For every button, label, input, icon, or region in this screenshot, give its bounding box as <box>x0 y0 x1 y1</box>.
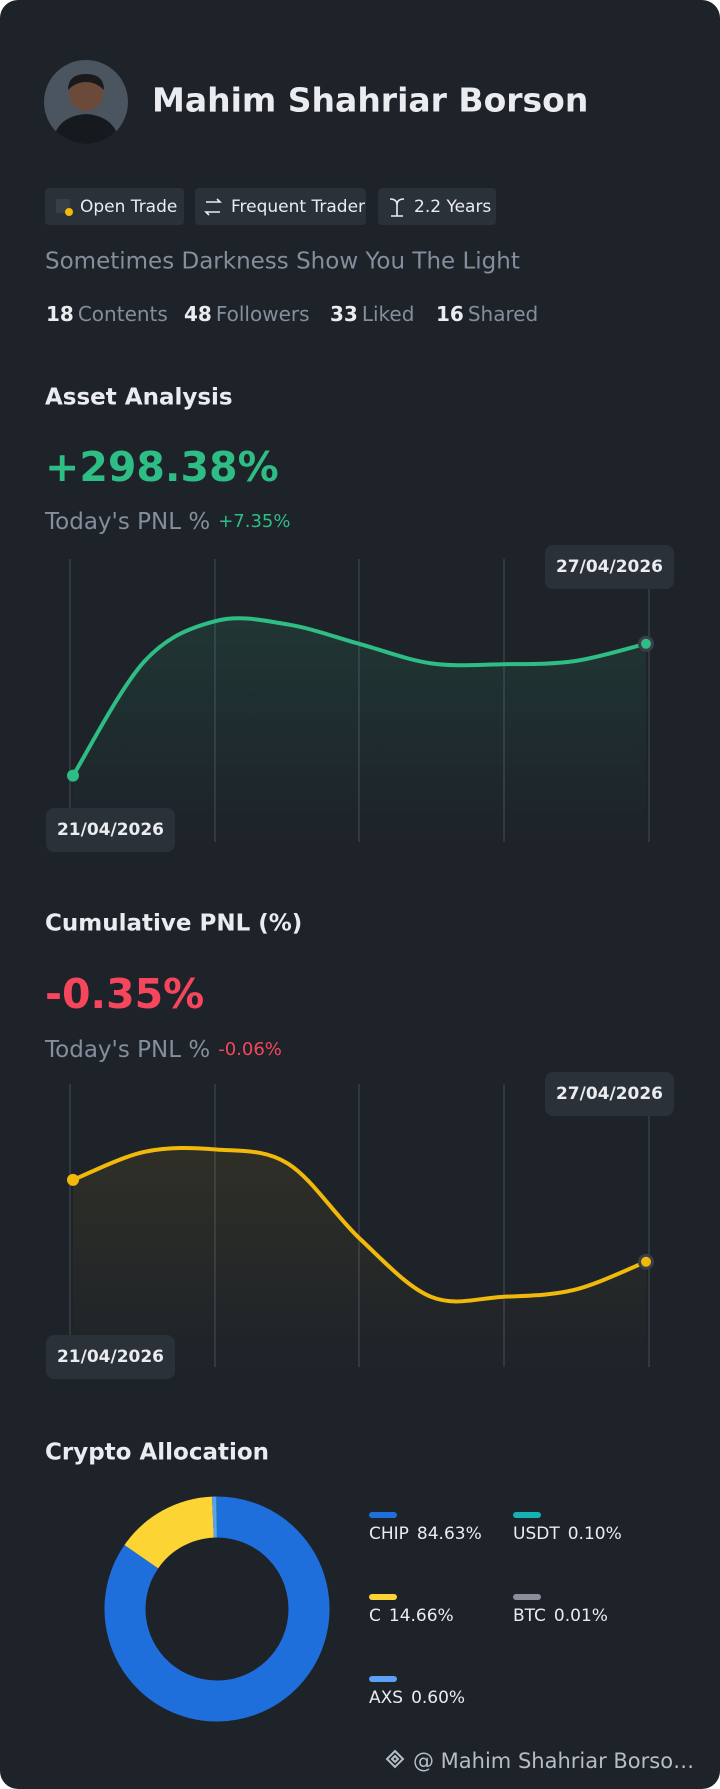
charts: Asset Analysis +298.38% Today's PNL % +7.35… <box>44 385 674 1722</box>
stat: 48 Followers <box>184 302 310 326</box>
stat-value: 16 <box>436 302 464 326</box>
stat-label: Liked <box>362 302 415 326</box>
stat-value: 33 <box>330 302 358 326</box>
start-dot <box>67 1173 79 1186</box>
legend-swatch <box>369 1512 397 1518</box>
stat: 18 Contents <box>46 302 168 326</box>
date-label: 27/04/2026 <box>556 1084 663 1104</box>
section-title: Asset Analysis <box>45 385 233 411</box>
date-label: 27/04/2026 <box>556 557 663 577</box>
badge <box>195 188 366 225</box>
pnl-row: Today's PNL % -0.06% <box>44 1037 282 1063</box>
legend-value: 0.01% <box>554 1606 608 1626</box>
date-tooltip <box>545 1072 674 1116</box>
badge <box>45 188 184 225</box>
date-label: 21/04/2026 <box>57 1347 164 1367</box>
user-name: Mahim Shahriar Borson <box>152 81 588 120</box>
date-tooltip <box>46 808 175 852</box>
stat-value: 18 <box>46 302 74 326</box>
line <box>72 1145 647 1304</box>
legend-swatch <box>513 1594 541 1600</box>
legend-name: AXS <box>369 1688 403 1708</box>
legend-item: AXS 0.60% <box>369 1688 465 1708</box>
date-tooltip <box>545 545 674 589</box>
legend-item: BTC 0.01% <box>513 1606 608 1626</box>
legend-item: USDT 0.10% <box>513 1524 622 1544</box>
avatar <box>44 60 128 144</box>
stat: 16 Shared <box>436 302 538 326</box>
date-label: 21/04/2026 <box>57 820 164 840</box>
stat: 33 Liked <box>330 302 414 326</box>
headline: -0.35% <box>45 970 204 1018</box>
pnl-value: +7.35% <box>218 511 290 532</box>
stats: 18 Contents 48 Followers 33 Liked 16 Shared <box>46 302 538 326</box>
headline: +298.38% <box>45 443 279 491</box>
legend-name: USDT <box>513 1524 560 1544</box>
legend-name: CHIP <box>369 1524 409 1544</box>
start-dot <box>67 769 79 782</box>
legend-swatch <box>369 1594 397 1600</box>
date-tooltip <box>46 1335 175 1379</box>
legend-name: BTC <box>513 1606 546 1626</box>
pnl-label: Today's PNL % <box>44 1037 210 1063</box>
legend-item: C 14.66% <box>369 1606 454 1626</box>
badge-icon <box>204 198 222 216</box>
legend-swatch <box>513 1512 541 1518</box>
legend-value: 14.66% <box>389 1606 454 1626</box>
badge-label: Open Trade <box>80 197 177 217</box>
badge-icon <box>389 198 405 217</box>
footer-handle: @ Mahim Shahriar Borso… <box>413 1749 694 1773</box>
legend-item: CHIP 84.63% <box>369 1524 482 1544</box>
badge <box>378 188 496 225</box>
section-title: Cumulative PNL (%) <box>45 911 302 937</box>
end-dot <box>641 638 651 649</box>
donut-slice <box>104 1496 330 1722</box>
line <box>71 616 647 777</box>
legend-swatch <box>369 1676 397 1682</box>
donut-slice <box>124 1496 215 1569</box>
legend-value: 0.60% <box>411 1688 465 1708</box>
legend-name: C <box>369 1606 381 1626</box>
bio: Sometimes Darkness Show You The Light <box>45 249 520 275</box>
logo <box>385 1749 405 1769</box>
end-dot <box>641 1256 651 1267</box>
badge-label: 2.2 Years <box>414 197 491 217</box>
pnl-value: -0.06% <box>218 1039 282 1060</box>
badge-label: Frequent Trader <box>231 197 365 217</box>
stat-value: 48 <box>184 302 212 326</box>
area-fill <box>73 618 646 842</box>
legend-value: 84.63% <box>417 1524 482 1544</box>
area-fill <box>73 1147 646 1367</box>
legend-value: 0.10% <box>568 1524 622 1544</box>
stat-label: Shared <box>468 302 538 326</box>
section-title: Crypto Allocation <box>45 1440 269 1466</box>
pnl-row: Today's PNL % +7.35% <box>44 509 290 535</box>
badge-icon <box>65 208 73 216</box>
stat-label: Followers <box>216 302 310 326</box>
pnl-label: Today's PNL % <box>44 509 210 535</box>
stat-label: Contents <box>78 302 168 326</box>
